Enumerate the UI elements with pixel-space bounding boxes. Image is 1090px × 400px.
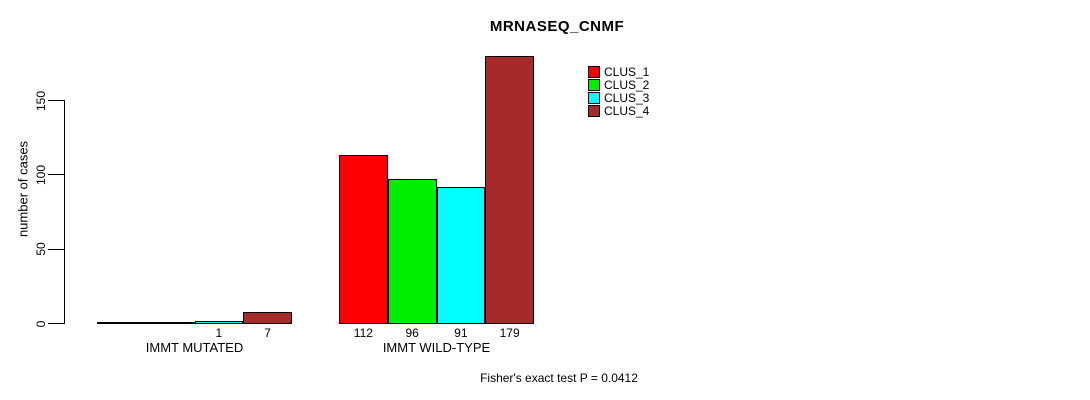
bar-value-label: 1	[215, 326, 223, 340]
y-axis-line	[64, 100, 65, 324]
bar-value-label: 91	[454, 326, 468, 340]
bar-clus_2-mutated	[146, 322, 195, 324]
y-tick-label: 100	[34, 164, 48, 185]
bar-clus_1-mutated	[97, 322, 146, 324]
bar-clus_3-mutated	[195, 321, 243, 324]
y-tick-mark	[48, 323, 64, 324]
bar-value-label: 96	[405, 326, 419, 340]
legend-label-clus_3: CLUS_3	[604, 91, 650, 105]
bar-value-label: 7	[264, 326, 271, 340]
footnote-fishers-test: Fisher's exact test P = 0.0412	[480, 371, 638, 385]
bar-clus_2-wildtype	[388, 179, 437, 324]
y-tick-label: 50	[34, 242, 48, 256]
group-label-mutated: IMMT MUTATED	[145, 340, 244, 355]
legend-label-clus_1: CLUS_1	[604, 65, 650, 79]
bar-value-label: 112	[353, 326, 373, 340]
y-tick-mark	[48, 100, 64, 101]
bar-value-label: 179	[499, 326, 520, 340]
chart-title: MRNASEQ_CNMF	[489, 18, 625, 35]
bar-clus_3-wildtype	[437, 187, 485, 324]
bar-clus_4-wildtype	[485, 56, 534, 324]
y-tick-mark	[48, 174, 64, 176]
legend-swatch-clus_3	[588, 92, 600, 104]
bar-clus_1-wildtype	[339, 155, 388, 324]
legend-swatch-clus_1	[588, 66, 600, 78]
legend-swatch-clus_4	[588, 105, 600, 117]
y-tick-label: 0	[34, 320, 48, 327]
legend-label-clus_4: CLUS_4	[604, 104, 650, 118]
bar-clus_4-mutated	[243, 312, 292, 324]
legend-label-clus_2: CLUS_2	[604, 78, 650, 92]
y-tick-label: 150	[34, 90, 48, 111]
legend-swatch-clus_2	[588, 79, 600, 91]
y-axis-title: number of cases	[15, 140, 31, 238]
y-tick-mark	[48, 248, 64, 250]
group-label-wildtype: IMMT WILD-TYPE	[382, 340, 491, 355]
